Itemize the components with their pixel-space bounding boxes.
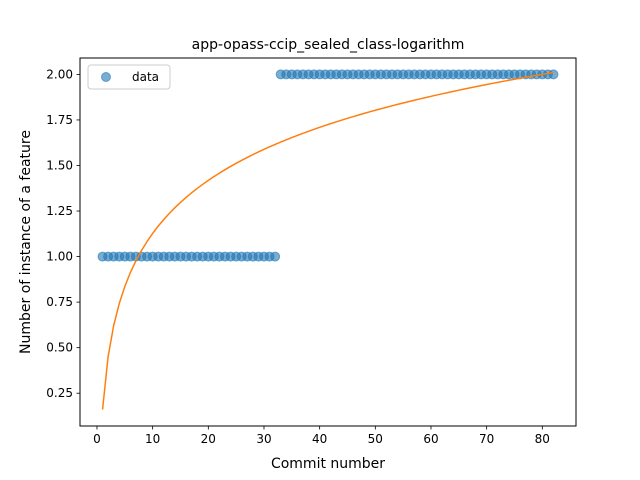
y-tick-label: 2.00 (46, 67, 73, 81)
x-tick-label: 40 (312, 432, 327, 446)
legend: data (87, 64, 171, 90)
y-tick-label: 0.75 (46, 295, 73, 309)
x-tick-label: 20 (201, 432, 216, 446)
y-axis-ticks: 0.25 0.50 0.75 1.00 1.25 1.50 1.75 2.00 (46, 67, 80, 400)
x-tick-label: 70 (479, 432, 494, 446)
fit-line (101, 71, 554, 410)
x-axis-ticks: 0 10 20 30 40 50 60 70 80 (93, 426, 550, 446)
x-tick-label: 60 (423, 432, 438, 446)
y-axis-label: Number of instance of a feature (18, 130, 34, 354)
y-tick-label: 0.25 (46, 386, 73, 400)
x-tick-label: 50 (368, 432, 383, 446)
data-point (270, 251, 281, 262)
data-point (548, 69, 559, 80)
x-axis-label: Commit number (271, 456, 385, 472)
chart-title: app-opass-ccip_sealed_class-logarithm (192, 37, 465, 53)
x-tick-label: 10 (145, 432, 160, 446)
x-tick-label: 30 (256, 432, 271, 446)
plot-frame (79, 57, 577, 427)
legend-marker-data (101, 72, 111, 82)
y-tick-label: 1.00 (46, 250, 73, 264)
y-tick-label: 1.50 (46, 158, 73, 172)
x-tick-label: 80 (535, 432, 550, 446)
legend-label-data: data (132, 70, 159, 84)
legend-box (87, 64, 171, 90)
x-tick-label: 0 (93, 432, 101, 446)
y-tick-label: 1.75 (46, 113, 73, 127)
y-tick-label: 1.25 (46, 204, 73, 218)
y-tick-label: 0.50 (46, 341, 73, 355)
plot-area (97, 69, 559, 410)
